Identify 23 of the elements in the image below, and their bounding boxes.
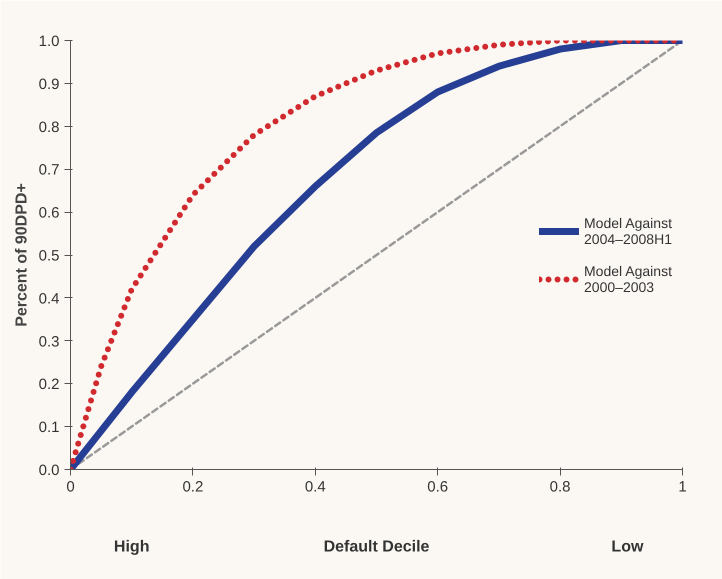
y-tick-label: 0.4 xyxy=(38,290,60,308)
y-tick-label: 0.5 xyxy=(38,248,60,264)
y-tick-label: 0.8 xyxy=(38,118,60,136)
x-tick-label: 0.6 xyxy=(427,478,448,496)
x-tick-label: 0.8 xyxy=(550,478,571,496)
y-axis-title: Percent of 90DPD+ xyxy=(14,183,31,327)
y-tick-label: 0.6 xyxy=(38,204,60,222)
y-tick-label: 1.0 xyxy=(38,33,60,50)
text: High xyxy=(114,538,150,556)
text: Low xyxy=(611,538,644,556)
x-tick-label: 0.4 xyxy=(304,478,326,496)
x-tick-label: 0.2 xyxy=(182,478,204,496)
x-tick-label: 0 xyxy=(66,478,75,496)
y-tick-label: 0.0 xyxy=(38,462,60,479)
legend-label: Model Against 2004–2008H1 xyxy=(584,214,672,248)
y-tick-label: 0.1 xyxy=(38,419,60,436)
y-tick-label: 0.9 xyxy=(38,76,60,93)
legend-label: Model Against 2000–2003 xyxy=(584,262,672,296)
y-tick-label: 0.2 xyxy=(38,376,60,394)
y-tick-label: 0.3 xyxy=(38,333,60,350)
x-axis-title: Default Decile xyxy=(324,538,430,556)
x-tick-label: 1 xyxy=(678,478,687,496)
y-tick-label: 0.7 xyxy=(38,162,60,179)
